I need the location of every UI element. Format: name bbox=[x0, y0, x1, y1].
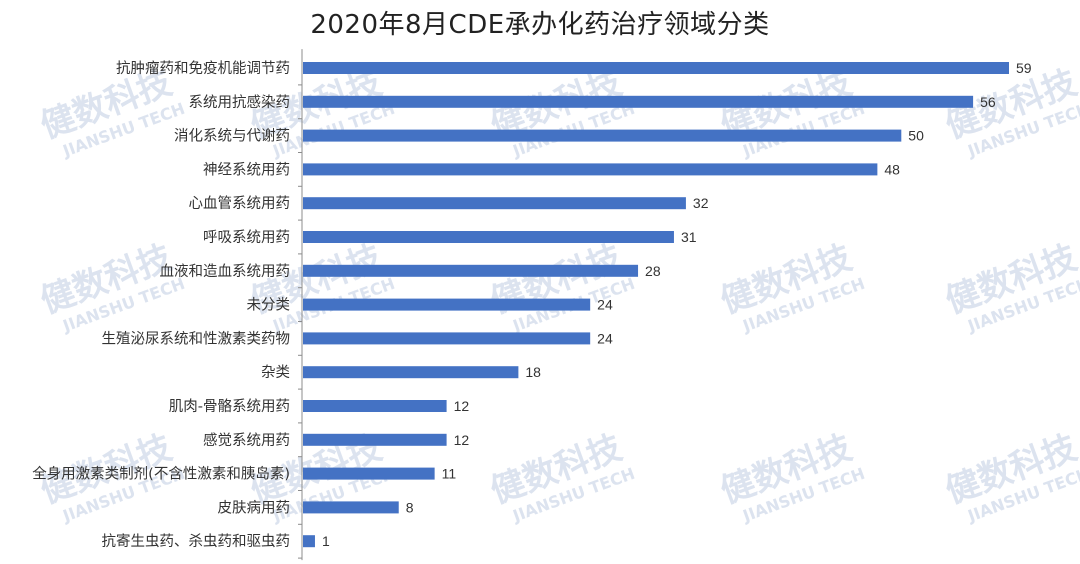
data-label: 48 bbox=[884, 161, 900, 177]
data-label: 12 bbox=[454, 432, 470, 448]
data-label: 24 bbox=[597, 330, 613, 346]
category-label: 杂类 bbox=[261, 364, 290, 381]
bars-layer bbox=[303, 62, 1009, 548]
bar bbox=[303, 535, 315, 548]
category-label: 系统用抗感染药 bbox=[189, 94, 291, 111]
bar bbox=[303, 467, 435, 480]
category-label: 消化系统与代谢药 bbox=[174, 128, 290, 145]
data-label: 18 bbox=[525, 364, 541, 380]
bar bbox=[303, 163, 878, 176]
category-label: 心血管系统用药 bbox=[189, 195, 291, 212]
category-label: 肌肉-骨骼系统用药 bbox=[169, 398, 290, 415]
data-label: 59 bbox=[1016, 60, 1032, 76]
category-label: 抗寄生虫药、杀虫药和驱虫药 bbox=[102, 532, 291, 550]
category-label: 呼吸系统用药 bbox=[203, 229, 290, 246]
category-label: 抗肿瘤药和免疫机能调节药 bbox=[116, 60, 290, 77]
category-label: 生殖泌尿系统和性激素类药物 bbox=[102, 330, 291, 347]
category-label: 未分类 bbox=[247, 297, 291, 314]
bar bbox=[303, 433, 447, 446]
bar bbox=[303, 366, 519, 379]
category-label: 神经系统用药 bbox=[203, 161, 290, 178]
bar bbox=[303, 400, 447, 412]
data-label: 8 bbox=[406, 499, 414, 515]
data-label: 28 bbox=[645, 263, 661, 279]
bar bbox=[303, 197, 686, 210]
data-label: 50 bbox=[908, 128, 924, 144]
bar bbox=[303, 298, 591, 311]
chart-title: 2020年8月CDE承办化药治疗领域分类 bbox=[310, 10, 770, 40]
data-label: 56 bbox=[980, 94, 996, 110]
category-label: 全身用激素类制剂(不含性激素和胰岛素) bbox=[32, 465, 290, 483]
data-label: 1 bbox=[322, 533, 330, 549]
labels-layer: 抗肿瘤药和免疫机能调节药 59 系统用抗感染药 56 消化系统与代谢药 50 神经系统用药 4… bbox=[32, 60, 1032, 550]
category-label: 皮肤病用药 bbox=[218, 499, 291, 516]
data-label: 31 bbox=[681, 229, 697, 245]
bar bbox=[303, 501, 399, 514]
bar bbox=[303, 231, 674, 243]
bar bbox=[303, 332, 591, 345]
bar bbox=[303, 95, 974, 108]
category-label: 感觉系统用药 bbox=[203, 432, 290, 449]
data-label: 24 bbox=[597, 297, 613, 313]
axis-layer bbox=[298, 49, 303, 561]
data-label: 12 bbox=[454, 398, 470, 414]
data-label: 11 bbox=[442, 466, 457, 482]
bar bbox=[303, 129, 902, 142]
bar bbox=[303, 264, 639, 277]
category-label: 血液和造血系统用药 bbox=[160, 263, 291, 280]
bar bbox=[303, 62, 1009, 74]
data-label: 32 bbox=[693, 195, 709, 211]
